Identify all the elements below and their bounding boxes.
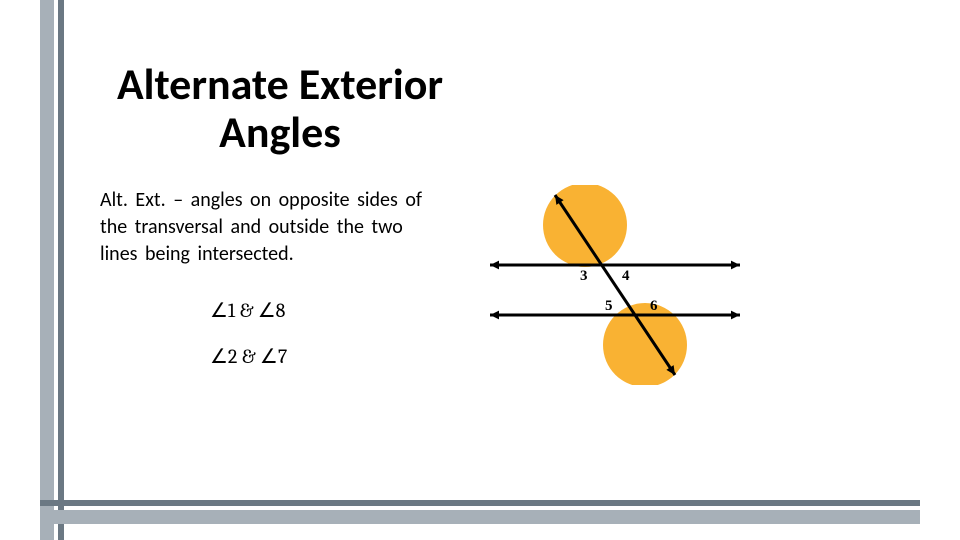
slide-border-bottom-inner [40,500,920,506]
svg-text:5: 5 [605,298,613,314]
svg-text:4: 4 [622,268,630,284]
svg-text:6: 6 [650,298,658,314]
page-title: Alternate Exterior Angles [100,60,460,157]
angle-diagram: 3 45 6 [470,185,760,385]
svg-text:3: 3 [580,268,588,284]
slide-border-left-inner [58,0,64,540]
definition-text: Alt. Ext. – angles on opposite sides of … [100,187,430,268]
slide-border-left [40,0,54,540]
slide-border-bottom [40,510,920,524]
diagram-svg: 3 45 6 [470,185,760,385]
